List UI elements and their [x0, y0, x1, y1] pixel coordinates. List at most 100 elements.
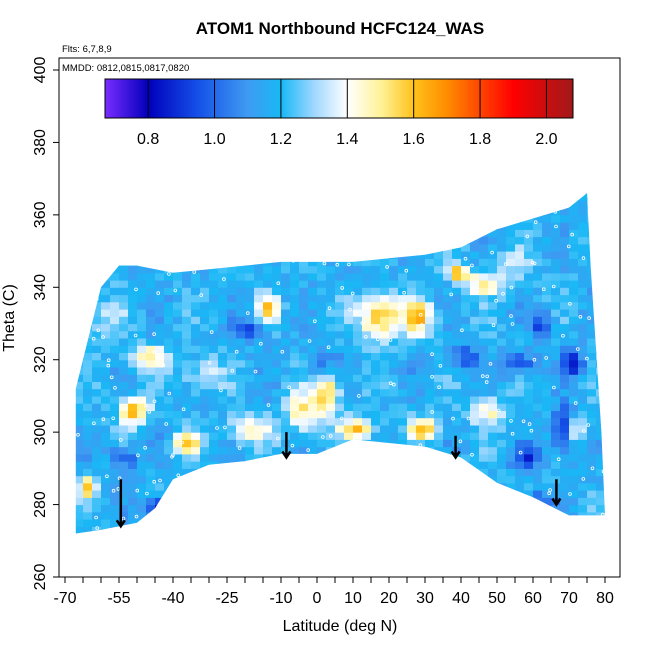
heat-cell — [110, 519, 120, 527]
heat-cell — [146, 395, 156, 404]
heat-cell — [470, 229, 480, 238]
heat-cell — [290, 294, 300, 303]
heat-cell — [587, 482, 597, 491]
heat-cell — [137, 490, 147, 498]
sample-point — [378, 474, 383, 479]
heat-cell — [416, 417, 426, 426]
heat-cell — [83, 294, 93, 303]
heat-cell — [92, 519, 102, 527]
heat-cell — [425, 222, 435, 230]
sample-point — [501, 291, 505, 296]
heat-cell — [488, 338, 498, 346]
sample-point — [573, 401, 578, 405]
heat-cell — [470, 272, 480, 281]
heat-cell — [308, 243, 318, 252]
sample-point — [485, 374, 490, 379]
heat-cell — [533, 424, 543, 433]
sample-point — [197, 218, 202, 222]
heat-cell — [254, 352, 264, 361]
heat-cell — [146, 338, 156, 346]
heat-cell — [182, 475, 192, 484]
heat-cell — [155, 446, 165, 455]
sample-point — [451, 416, 455, 421]
heat-cell — [92, 453, 102, 462]
heat-cell — [425, 229, 435, 238]
heat-cell — [542, 236, 552, 245]
sample-point — [319, 409, 324, 414]
heat-cell — [380, 395, 390, 404]
heat-cell — [434, 490, 444, 498]
heat-cell — [281, 179, 291, 187]
heat-cell — [461, 403, 471, 411]
heat-cell — [560, 475, 570, 484]
heat-cell — [389, 309, 399, 317]
heat-cell — [434, 534, 444, 542]
heat-cell — [407, 287, 417, 296]
heat-cell — [533, 417, 543, 426]
heat-cell — [524, 330, 534, 339]
heat-cell — [380, 388, 390, 397]
heat-cell — [461, 323, 471, 332]
sample-point — [276, 436, 280, 441]
heat-cell — [83, 511, 93, 520]
heat-cell — [461, 330, 471, 339]
heat-cell — [542, 207, 552, 216]
heat-cell — [65, 432, 75, 440]
heat-cell — [155, 309, 165, 317]
heat-cell — [263, 395, 273, 404]
heat-cell — [587, 359, 597, 368]
heat-cell — [92, 534, 102, 542]
heat-cell — [110, 243, 120, 252]
heat-cell — [479, 272, 489, 281]
x-tick-label: 0 — [313, 590, 322, 607]
heat-cell — [83, 179, 93, 187]
heat-cell — [371, 309, 381, 317]
heat-cell — [596, 243, 606, 252]
heat-cell — [173, 193, 183, 194]
heat-cell — [236, 316, 246, 325]
heat-cell — [416, 265, 426, 274]
heat-cell — [362, 374, 372, 382]
heat-cell — [443, 468, 453, 477]
sample-point — [420, 323, 424, 327]
heat-cell — [344, 367, 354, 375]
heat-cell — [479, 534, 489, 542]
heat-cell — [362, 222, 372, 230]
heat-cell — [272, 482, 282, 491]
sample-point — [287, 385, 292, 390]
heat-cell — [362, 534, 372, 542]
heat-cell — [479, 424, 489, 433]
heat-cell — [353, 403, 363, 411]
heat-cell — [218, 352, 228, 361]
heat-cell — [137, 345, 147, 353]
heat-cell — [551, 338, 561, 346]
heat-cell — [542, 482, 552, 491]
heat-cell — [335, 446, 345, 455]
heat-cell — [497, 280, 507, 288]
heat-cell — [281, 359, 291, 368]
heat-cell — [263, 229, 273, 238]
heat-cell — [254, 541, 264, 549]
heat-cell — [173, 381, 183, 390]
heat-cell — [218, 330, 228, 339]
heat-cell — [443, 534, 453, 542]
heat-cell — [380, 323, 390, 332]
heat-cell — [407, 316, 417, 325]
heat-cell — [101, 504, 111, 513]
sample-point — [158, 478, 162, 483]
heat-cell — [218, 439, 228, 448]
heat-cell — [578, 367, 588, 375]
heat-cell — [173, 330, 183, 339]
sample-point — [551, 284, 556, 289]
heat-cell — [110, 345, 120, 353]
heat-cell — [290, 287, 300, 296]
x-tick-label: -55 — [107, 590, 130, 607]
heat-cell — [389, 497, 399, 506]
heat-cell — [317, 374, 327, 382]
heat-cell — [497, 388, 507, 397]
sample-point — [152, 350, 157, 354]
heat-cell — [272, 179, 282, 187]
heat-cell — [479, 439, 489, 448]
heat-cell — [272, 200, 282, 209]
heat-cell — [560, 410, 570, 419]
